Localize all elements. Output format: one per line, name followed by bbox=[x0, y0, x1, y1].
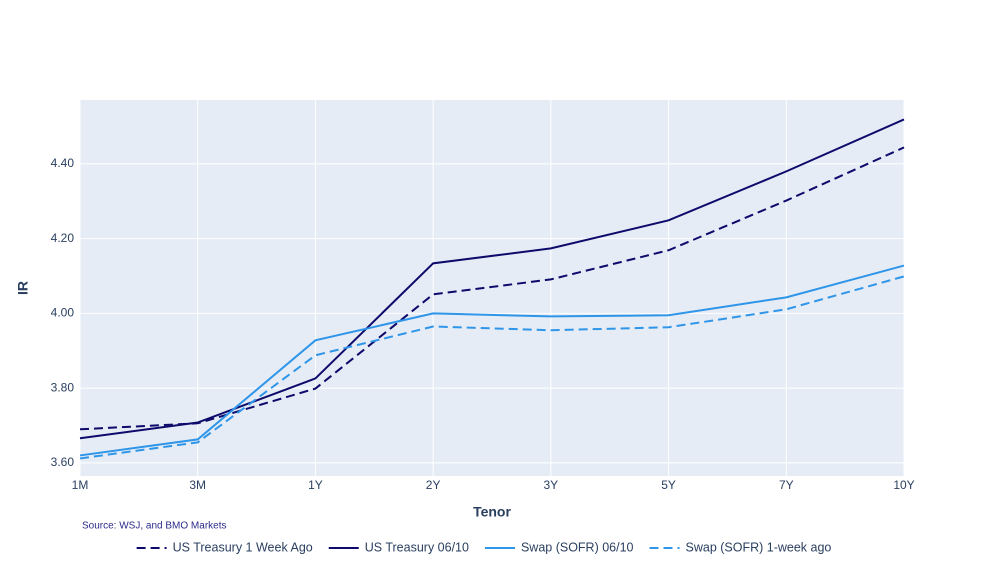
series-line bbox=[79, 264, 905, 457]
legend-label: Swap (SOFR) 1-week ago bbox=[686, 540, 832, 554]
legend-label: US Treasury 06/10 bbox=[365, 540, 469, 554]
y-axis-title: IR bbox=[15, 281, 31, 295]
legend-label: Swap (SOFR) 06/10 bbox=[521, 540, 634, 554]
plot-area bbox=[80, 100, 904, 476]
x-tick-label: 1Y bbox=[308, 478, 323, 492]
series-line bbox=[79, 275, 905, 460]
x-tick-label: 3Y bbox=[544, 478, 559, 492]
y-tick-label: 4.20 bbox=[51, 231, 75, 245]
y-tick-label: 3.60 bbox=[51, 455, 75, 469]
series-line bbox=[79, 146, 905, 431]
series-line bbox=[79, 118, 905, 440]
x-tick-label: 5Y bbox=[661, 478, 676, 492]
y-tick-label: 4.00 bbox=[51, 306, 75, 320]
x-tick-label: 7Y bbox=[779, 478, 794, 492]
x-tick-label: 10Y bbox=[893, 478, 914, 492]
x-axis-title: Tenor bbox=[473, 504, 511, 520]
source-note: Source: WSJ, and BMO Markets bbox=[82, 521, 227, 532]
x-tick-label: 1M bbox=[72, 478, 89, 492]
x-tick-label: 2Y bbox=[426, 478, 441, 492]
y-tick-label: 3.80 bbox=[51, 380, 75, 394]
x-tick-label: 3M bbox=[189, 478, 206, 492]
legend-label: US Treasury 1 Week Ago bbox=[173, 540, 313, 554]
y-tick-label: 4.40 bbox=[51, 156, 75, 170]
